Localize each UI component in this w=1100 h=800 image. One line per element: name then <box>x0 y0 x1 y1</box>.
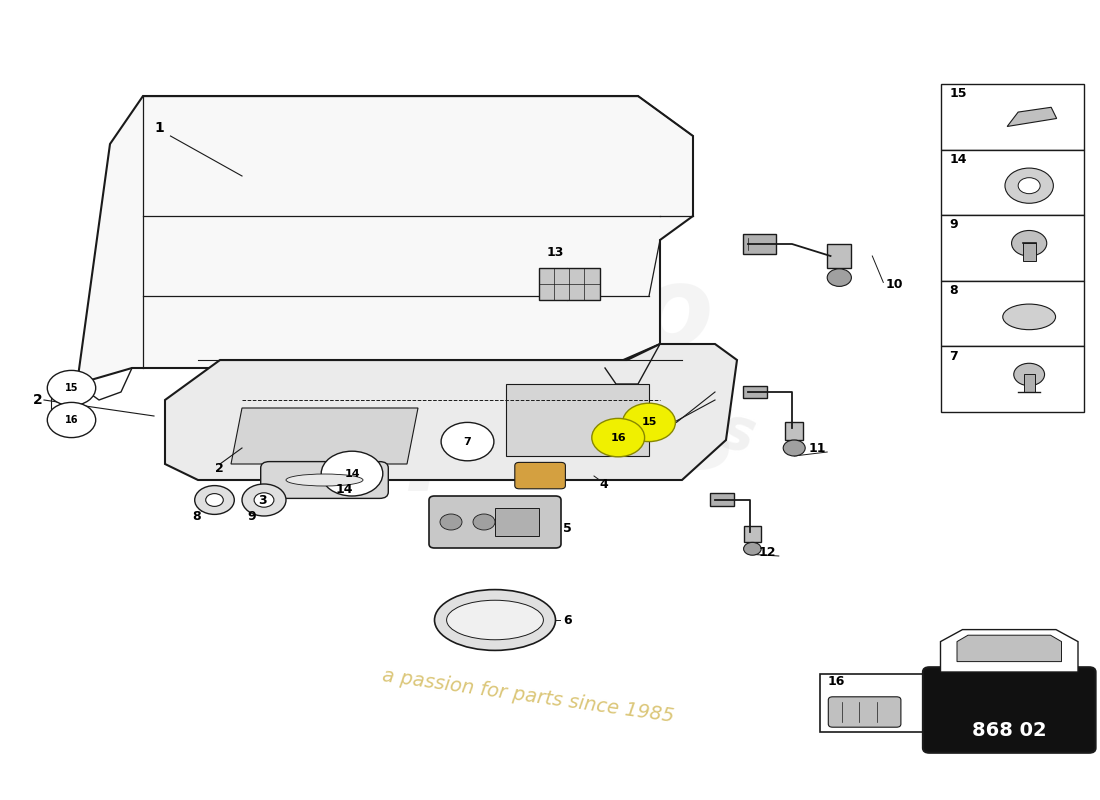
Text: euro
parts: euro parts <box>408 261 736 491</box>
FancyBboxPatch shape <box>515 462 565 489</box>
Bar <box>827 244 851 268</box>
Text: 12: 12 <box>759 546 777 558</box>
Text: 10: 10 <box>886 278 903 290</box>
Text: 2: 2 <box>33 393 43 407</box>
Text: 6: 6 <box>563 614 572 626</box>
Text: 8: 8 <box>192 510 201 522</box>
Text: 5: 5 <box>563 522 572 534</box>
Polygon shape <box>957 635 1062 662</box>
Text: 15: 15 <box>949 87 967 100</box>
Text: 9: 9 <box>949 218 958 231</box>
Circle shape <box>744 542 761 555</box>
FancyBboxPatch shape <box>429 496 561 548</box>
Ellipse shape <box>286 474 363 486</box>
Circle shape <box>47 370 96 406</box>
Circle shape <box>623 403 675 442</box>
Text: 2: 2 <box>214 462 223 474</box>
Circle shape <box>1014 363 1045 386</box>
Text: 16: 16 <box>827 675 845 688</box>
Circle shape <box>592 418 645 457</box>
FancyBboxPatch shape <box>923 667 1096 753</box>
Text: 3: 3 <box>258 494 267 506</box>
Polygon shape <box>1008 107 1057 126</box>
Bar <box>785 422 803 440</box>
Circle shape <box>195 486 234 514</box>
Text: 7: 7 <box>949 350 958 362</box>
Circle shape <box>254 493 274 507</box>
Text: 9: 9 <box>248 510 256 522</box>
Ellipse shape <box>447 600 543 640</box>
Circle shape <box>242 484 286 516</box>
Text: car: car <box>526 350 618 402</box>
Bar <box>710 493 734 506</box>
Text: eurocarparts: eurocarparts <box>338 302 762 466</box>
Text: 14: 14 <box>949 153 967 166</box>
Text: 7: 7 <box>463 437 472 446</box>
Bar <box>940 150 1084 215</box>
Circle shape <box>1005 168 1054 203</box>
Circle shape <box>441 422 494 461</box>
Circle shape <box>1012 230 1047 256</box>
Circle shape <box>783 440 805 456</box>
Bar <box>940 346 1084 412</box>
Circle shape <box>321 451 383 496</box>
Polygon shape <box>940 630 1078 672</box>
Bar <box>744 526 761 542</box>
Text: 15: 15 <box>65 383 78 393</box>
Text: a passion for parts since 1985: a passion for parts since 1985 <box>381 666 675 726</box>
Bar <box>940 215 1084 281</box>
Polygon shape <box>165 344 737 480</box>
Text: 11: 11 <box>808 442 826 454</box>
Circle shape <box>440 514 462 530</box>
Bar <box>1023 243 1036 261</box>
Polygon shape <box>77 96 693 384</box>
Text: 4: 4 <box>600 478 608 490</box>
Bar <box>1024 374 1035 392</box>
Bar <box>742 234 775 254</box>
Text: 8: 8 <box>949 284 958 297</box>
Text: 16: 16 <box>610 433 626 442</box>
Polygon shape <box>506 384 649 456</box>
Circle shape <box>827 269 851 286</box>
Circle shape <box>506 514 528 530</box>
Text: 13: 13 <box>547 246 564 258</box>
Text: 15: 15 <box>641 418 657 427</box>
Circle shape <box>1019 178 1041 194</box>
FancyBboxPatch shape <box>828 697 901 727</box>
Ellipse shape <box>1003 304 1056 330</box>
FancyBboxPatch shape <box>261 462 388 498</box>
Text: 14: 14 <box>344 469 360 478</box>
Text: 868 02: 868 02 <box>972 721 1046 740</box>
Bar <box>539 268 600 300</box>
Text: 16: 16 <box>65 415 78 425</box>
Bar <box>742 386 767 398</box>
Bar <box>495 508 539 536</box>
Polygon shape <box>231 408 418 464</box>
Circle shape <box>473 514 495 530</box>
Ellipse shape <box>434 590 556 650</box>
Text: 14: 14 <box>336 483 353 496</box>
Bar <box>820 674 924 732</box>
Bar <box>940 281 1084 346</box>
Circle shape <box>206 494 223 506</box>
Bar <box>940 84 1084 150</box>
Text: 1: 1 <box>154 121 164 135</box>
Circle shape <box>47 402 96 438</box>
